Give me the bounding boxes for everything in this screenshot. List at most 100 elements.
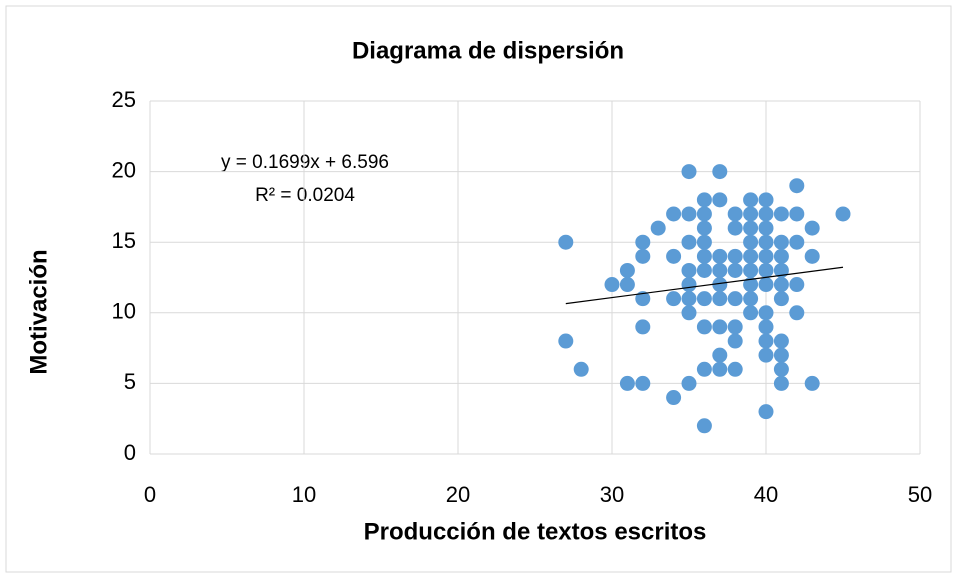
point (681, 262, 697, 278)
point (666, 248, 682, 264)
point (773, 347, 789, 363)
point (743, 220, 759, 236)
point (773, 361, 789, 377)
point (804, 375, 820, 391)
point (712, 361, 728, 377)
y-tick-label: 15 (112, 228, 136, 253)
point (758, 248, 774, 264)
point (773, 262, 789, 278)
point (712, 347, 728, 363)
x-tick-label: 0 (144, 482, 156, 507)
point (758, 192, 774, 208)
point (727, 248, 743, 264)
point (696, 418, 712, 434)
x-axis-label: Producción de textos escritos (364, 518, 707, 545)
point (681, 277, 697, 293)
point (696, 291, 712, 307)
point (681, 291, 697, 307)
point (696, 361, 712, 377)
point (758, 347, 774, 363)
point (758, 262, 774, 278)
point (758, 305, 774, 321)
point (758, 404, 774, 420)
point (758, 333, 774, 349)
trendline-equation: y = 0.1699x + 6.596 (221, 152, 389, 173)
point (696, 248, 712, 264)
point (635, 291, 651, 307)
point (835, 206, 851, 222)
point (650, 220, 666, 236)
point (758, 277, 774, 293)
x-tick-label: 20 (446, 482, 470, 507)
point (681, 206, 697, 222)
point (743, 248, 759, 264)
point (789, 178, 805, 194)
y-tick-label: 10 (112, 299, 136, 324)
y-tick-label: 0 (124, 440, 136, 465)
point (604, 277, 620, 293)
x-tick-label: 40 (754, 482, 778, 507)
point (573, 361, 589, 377)
x-tick-label: 50 (908, 482, 932, 507)
trendline-r2: R² = 0.0204 (255, 185, 355, 206)
trendline (565, 266, 844, 305)
point (666, 206, 682, 222)
point (773, 375, 789, 391)
point (681, 375, 697, 391)
point (712, 192, 728, 208)
point (743, 262, 759, 278)
point (681, 305, 697, 321)
point (758, 234, 774, 250)
point (696, 319, 712, 335)
point (743, 291, 759, 307)
point (619, 375, 635, 391)
point (712, 319, 728, 335)
point (696, 262, 712, 278)
point (635, 375, 651, 391)
x-tick-label: 30 (600, 482, 624, 507)
point (758, 319, 774, 335)
point (789, 206, 805, 222)
point (558, 333, 574, 349)
y-tick-label: 5 (124, 369, 136, 394)
point (789, 277, 805, 293)
point (696, 192, 712, 208)
point (758, 206, 774, 222)
point (773, 277, 789, 293)
point (635, 234, 651, 250)
point (773, 291, 789, 307)
point (773, 248, 789, 264)
point (712, 291, 728, 307)
point (712, 262, 728, 278)
x-tick-label: 10 (292, 482, 316, 507)
point (727, 220, 743, 236)
point (727, 333, 743, 349)
point (619, 262, 635, 278)
point (804, 248, 820, 264)
point (712, 248, 728, 264)
point (758, 220, 774, 236)
point (743, 305, 759, 321)
point (743, 206, 759, 222)
point (635, 248, 651, 264)
point (789, 234, 805, 250)
point (727, 206, 743, 222)
point (635, 319, 651, 335)
point (712, 164, 728, 180)
point (681, 234, 697, 250)
point (804, 220, 820, 236)
point (666, 291, 682, 307)
point (789, 305, 805, 321)
chart-title: Diagrama de dispersión (352, 37, 624, 64)
point (681, 164, 697, 180)
point (619, 277, 635, 293)
point (727, 262, 743, 278)
point (696, 220, 712, 236)
point (743, 192, 759, 208)
point (727, 361, 743, 377)
point (558, 234, 574, 250)
y-axis-label: Motivación (25, 249, 52, 374)
y-tick-label: 20 (112, 157, 136, 182)
point (712, 277, 728, 293)
